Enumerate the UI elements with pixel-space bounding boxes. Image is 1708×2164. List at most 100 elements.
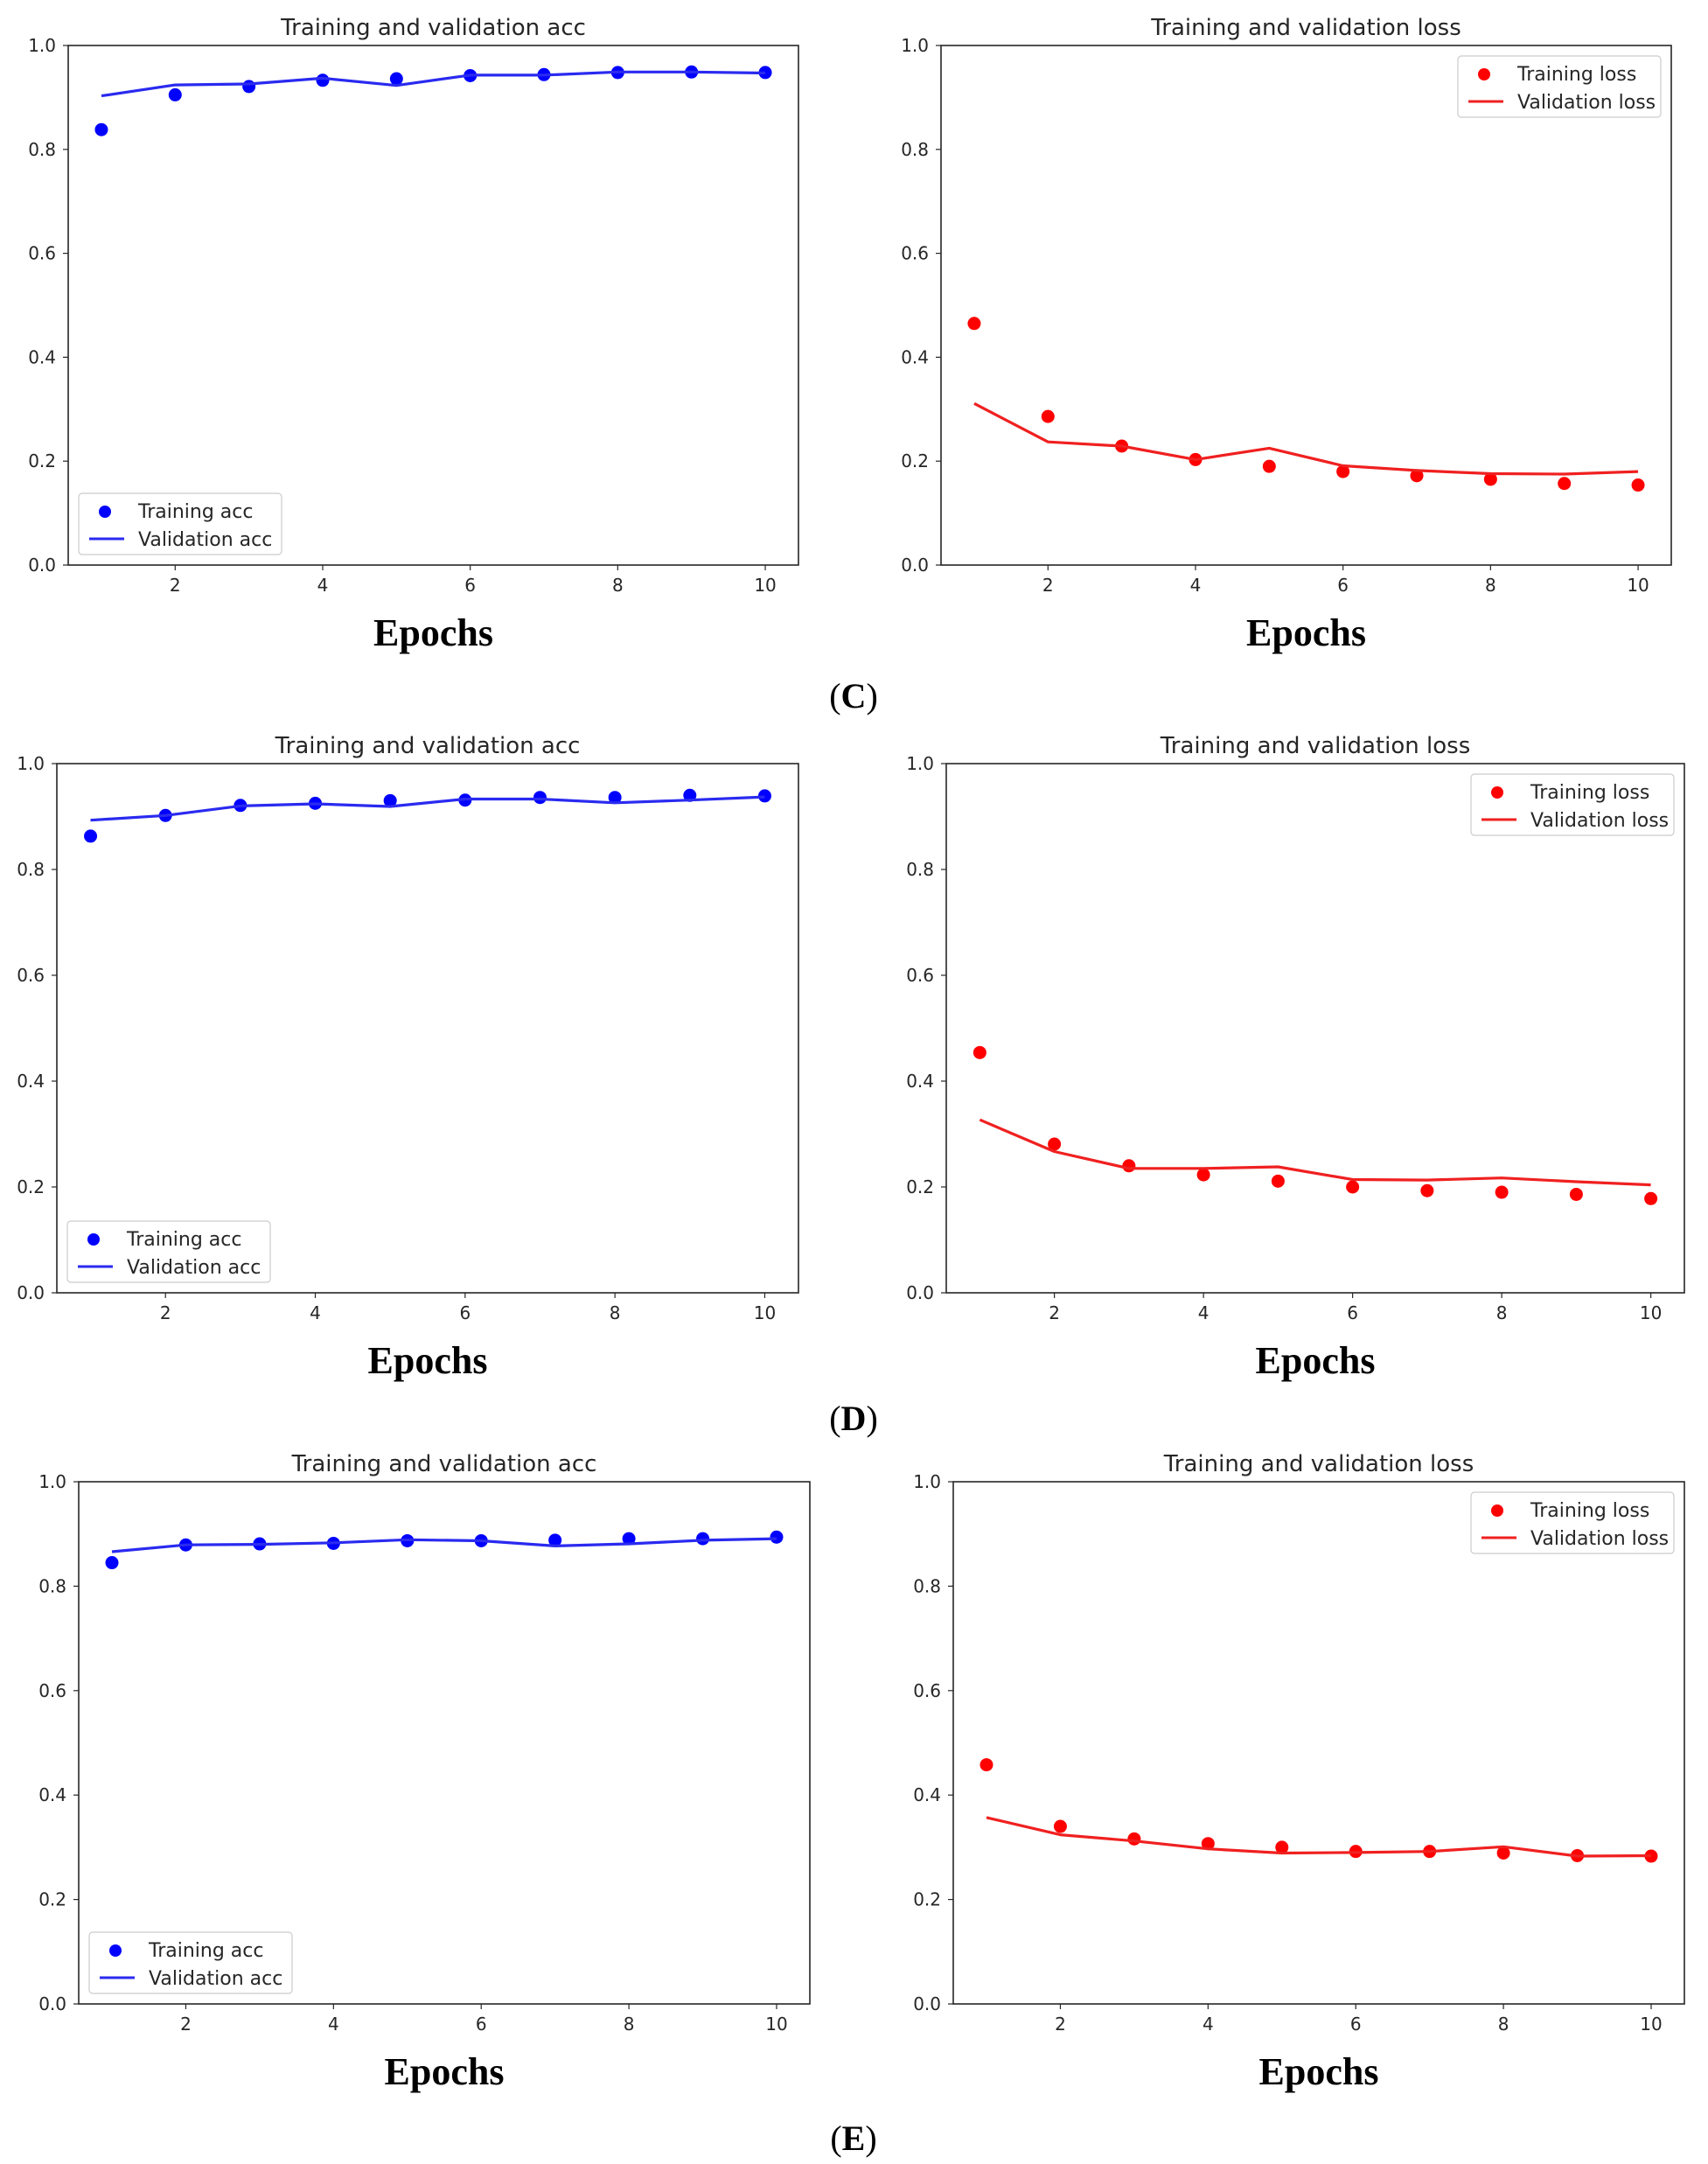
legend-label: Validation acc <box>127 1257 261 1279</box>
data-point-training-acc <box>533 791 547 805</box>
y-tick-label: 0.6 <box>38 1680 66 1701</box>
series-line-validation-loss <box>973 401 1639 476</box>
x-axis-label: Epochs <box>1256 1339 1376 1382</box>
data-point-training-loss <box>1483 472 1497 486</box>
data-point-training-loss <box>1196 1168 1210 1182</box>
chart-c-loss: Training and validation loss 0.0 0.2 0.4 0.6… <box>901 15 1672 654</box>
data-point-training-loss <box>1410 469 1424 483</box>
y-tick-label: 0.8 <box>28 139 56 160</box>
data-point-training-loss <box>1122 1159 1136 1173</box>
data-point-training-loss <box>1262 459 1276 473</box>
data-point-training-acc <box>105 1556 119 1570</box>
data-point-training-loss <box>1127 1832 1141 1846</box>
y-tick-label: 0.4 <box>28 346 56 367</box>
x-tick-label: 4 <box>310 1302 321 1323</box>
x-tick-label: 4 <box>328 2014 339 2035</box>
legend-label: Validation loss <box>1530 1528 1669 1550</box>
legend-label: Training acc <box>126 1229 241 1251</box>
legend: Training acc Validation acc <box>88 1931 293 1994</box>
plot-frame <box>56 763 799 1294</box>
data-point-training-loss <box>967 317 981 331</box>
x-tick-label: 6 <box>1347 1302 1358 1323</box>
y-tick-label: 0.8 <box>17 859 45 880</box>
legend-label: Training loss <box>1516 64 1636 86</box>
chart-d-loss: Training and validation loss 0.0 0.2 0.4 0.6… <box>906 733 1685 1382</box>
y-tick-label: 0.2 <box>913 1889 941 1910</box>
y-tick-label: 0.2 <box>901 450 929 471</box>
legend-box <box>78 492 282 555</box>
panel-label-e: (E) <box>830 2119 876 2158</box>
x-tick-label: 8 <box>624 2014 635 2035</box>
x-tick-label: 2 <box>160 1302 171 1323</box>
series-line-validation-acc <box>111 1537 777 1553</box>
data-point-training-acc <box>168 87 182 101</box>
data-point-training-acc <box>758 66 772 80</box>
x-tick-label: 10 <box>754 1302 776 1323</box>
y-tick-label: 1.0 <box>913 1471 941 1492</box>
plot-frame <box>78 1481 811 2005</box>
x-tick-label: 6 <box>1337 575 1349 596</box>
y-tick-label: 0.0 <box>38 1993 66 2014</box>
plot-frame <box>940 45 1672 566</box>
y-tick-label: 0.0 <box>28 555 56 576</box>
legend-marker-points <box>1491 1504 1503 1517</box>
x-tick-label: 10 <box>765 2014 787 2035</box>
legend-marker-points <box>1478 68 1490 80</box>
data-point-training-loss <box>1631 478 1645 492</box>
chart-c-acc: Training and validation acc 0.0 0.2 0.4 0.6 0… <box>28 15 799 654</box>
x-axis-label: Epochs <box>385 2050 505 2093</box>
x-axis-label: Epochs <box>1259 2050 1379 2093</box>
y-tick-label: 0.6 <box>17 965 45 986</box>
plot-frame <box>945 763 1685 1294</box>
data-point-training-acc <box>608 791 622 805</box>
y-tick-label: 0.8 <box>38 1575 66 1596</box>
x-axis-label: Epochs <box>373 611 493 654</box>
x-tick-label: 10 <box>1640 1302 1662 1323</box>
x-tick-label: 10 <box>754 575 776 596</box>
y-tick-label: 0.6 <box>28 243 56 264</box>
chart-title: Training and validation acc <box>275 733 581 759</box>
x-tick-label: 2 <box>180 2014 192 2035</box>
data-point-training-acc <box>84 829 98 843</box>
data-point-training-acc <box>242 80 256 94</box>
legend-label: Training acc <box>148 1940 263 1962</box>
legend-label: Validation loss <box>1530 810 1669 832</box>
series-line-validation-acc <box>101 70 766 98</box>
series-line-validation-acc <box>90 795 765 822</box>
legend-box <box>88 1931 293 1994</box>
x-tick-label: 8 <box>1485 575 1496 596</box>
data-point-training-loss <box>1275 1840 1289 1854</box>
y-tick-label: 0.0 <box>901 555 929 576</box>
y-tick-label: 0.0 <box>17 1282 45 1303</box>
data-point-training-loss <box>1495 1185 1509 1199</box>
y-tick-label: 0.8 <box>906 859 934 880</box>
chart-title: Training and validation acc <box>280 15 586 41</box>
data-point-training-acc <box>757 789 771 803</box>
y-tick-label: 0.6 <box>913 1680 941 1701</box>
x-tick-label: 6 <box>459 1302 471 1323</box>
data-point-training-acc <box>696 1532 710 1546</box>
y-tick-label: 1.0 <box>901 35 929 56</box>
legend-label: Validation acc <box>149 1968 282 1990</box>
legend-box <box>1457 55 1662 118</box>
y-tick-label: 0.6 <box>906 965 934 986</box>
y-tick-label: 0.2 <box>17 1176 45 1197</box>
panel-label-c: (C) <box>829 676 878 716</box>
y-tick-label: 1.0 <box>28 35 56 56</box>
x-tick-label: 6 <box>1350 2014 1362 2035</box>
legend-marker-points <box>87 1233 100 1246</box>
data-point-training-acc <box>548 1533 562 1547</box>
panel-label-d: (D) <box>829 1399 878 1438</box>
legend: Training loss Validation loss <box>1470 773 1675 836</box>
x-tick-label: 8 <box>1496 1302 1508 1323</box>
x-tick-label: 10 <box>1640 2014 1662 2035</box>
x-tick-label: 4 <box>317 575 329 596</box>
legend-box <box>66 1220 271 1283</box>
legend: Training loss Validation loss <box>1457 55 1662 118</box>
chart-e-acc: Training and validation acc 0.0 0.2 0.4 0.6 0… <box>38 1451 811 2093</box>
x-tick-label: 6 <box>464 575 476 596</box>
data-point-training-loss <box>1496 1846 1510 1860</box>
x-tick-label: 2 <box>1049 1302 1060 1323</box>
y-tick-label: 0.4 <box>913 1784 941 1805</box>
